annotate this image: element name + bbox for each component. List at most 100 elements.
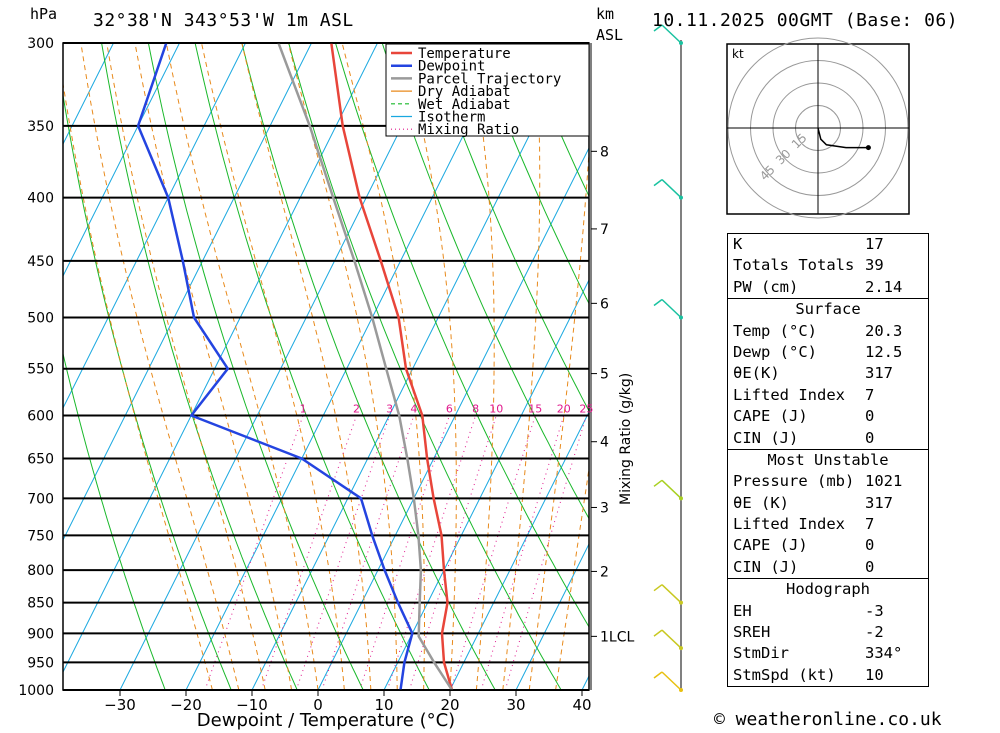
pressure-tick-label: 800: [27, 563, 54, 579]
copyright-link[interactable]: © weatheronline.co.uk: [714, 709, 942, 730]
pressure-tick-label: 750: [27, 528, 54, 544]
wet-adiabat-line: [80, 43, 240, 690]
pressure-tick-label: 900: [27, 626, 54, 642]
legend-item-label: Dewpoint: [418, 59, 485, 75]
wet-adiabat-line: [241, 43, 372, 690]
pressure-tick-label: 300: [27, 36, 54, 52]
dry-adiabat-line: [990, 43, 1000, 690]
mixing-ratio-tick-label: 8: [472, 402, 479, 415]
hodograph-trace: [817, 127, 869, 149]
surface-cape-value: 0: [865, 407, 875, 426]
pw-row: PW (cm) 2.14: [728, 277, 928, 298]
mixing-ratio-labels: 1 2 3 4 6 8 10 15 20 25 Mixing Ratio (g/kg): [300, 373, 634, 505]
mixing-ratio-tick-label: 2: [353, 402, 360, 415]
dry-adiabat-line: [475, 43, 589, 305]
mixing-ratio-line: [295, 415, 391, 690]
wind-barb-flag: [653, 298, 663, 307]
isotherm-line: [63, 43, 246, 410]
mixing-ratio-tick-label: 25: [579, 402, 593, 415]
profile-series: [136, 43, 454, 690]
mixing-ratio-tick-label: 1: [300, 402, 307, 415]
x-tick-label: 40: [572, 696, 591, 714]
mu-pressure-label: Pressure (mb): [733, 472, 855, 491]
dry-adiabat-line: [335, 43, 589, 628]
stmdir-label: StmDir: [733, 644, 789, 663]
km-tick-label: 4: [600, 435, 609, 451]
mu-cape-value: 0: [865, 536, 875, 555]
surface-cin-label: CIN (J): [733, 428, 799, 447]
x-tick-label: 30: [506, 696, 525, 714]
surface-dewp-value: 12.5: [865, 342, 903, 361]
wet-adiabat-lines: [63, 43, 589, 690]
hodograph-end-point: [865, 145, 871, 151]
wind-barb: [661, 24, 682, 44]
wind-barb: [661, 629, 682, 649]
mixing-ratio-tick-label: 15: [528, 402, 542, 415]
surface-temp-value: 20.3: [865, 321, 903, 340]
x-tick-label: 20: [440, 696, 459, 714]
wind-barb-dot: [679, 315, 683, 320]
wind-barb: [661, 179, 682, 199]
wind-barb-dot: [679, 41, 683, 45]
wind-barb: [661, 584, 682, 604]
legend-item-label: Dry Adiabat: [418, 84, 511, 100]
wet-adiabat-line: [287, 43, 398, 690]
mixing-ratio-tick-label: 20: [557, 402, 571, 415]
wet-adiabat-line: [106, 43, 266, 690]
wet-adiabat-line: [502, 43, 541, 690]
surface-theta-value: 317: [865, 364, 893, 383]
mixing-ratio-lines: [204, 415, 587, 690]
wind-barb-flag: [653, 671, 663, 679]
wet-adiabat-line: [201, 43, 345, 690]
km-tick-label: 6: [600, 296, 609, 312]
x-tick-label: −20: [170, 696, 202, 714]
wind-barb-flag: [653, 629, 663, 637]
stmdir-value: 334°: [865, 644, 903, 663]
pressure-tick-label: 950: [27, 655, 54, 671]
surface-theta-label: θE(K): [733, 364, 780, 383]
mu-cin-label: CIN (J): [733, 557, 799, 576]
wind-barb-dot: [679, 646, 683, 651]
axis-labels: 3003504004505005506006507007508008509009…: [18, 36, 634, 731]
wind-barb-flag: [653, 479, 663, 487]
mu-theta-value: 317: [865, 493, 893, 512]
km-tick-label: 3: [600, 500, 609, 516]
legend-item-label: Mixing Ratio: [418, 122, 519, 138]
isotherm-line: [383, 278, 589, 690]
hodograph-params-title: Hodograph: [786, 580, 870, 599]
plot-frame: [62, 42, 590, 691]
mixing-ratio-line: [480, 415, 565, 690]
km-tick-label: 8: [600, 144, 609, 160]
eh-value: -3: [865, 601, 884, 620]
km-unit: km: [596, 5, 615, 23]
pw-label: PW (cm): [733, 277, 799, 296]
totals-totals-label: Totals Totals: [733, 256, 855, 275]
pressure-tick-label: 350: [27, 119, 54, 135]
mixing-ratio-tick-label: 6: [446, 402, 453, 415]
k-index-row: K 17: [728, 234, 928, 255]
legend-item-label: Temperature: [418, 46, 511, 62]
isotherm-line: [317, 146, 589, 690]
x-tick-label: 0: [313, 696, 323, 714]
legend-item-label: Parcel Trajectory: [418, 71, 561, 87]
mixing-ratio-line: [386, 415, 477, 690]
x-tick-label: 10: [374, 696, 393, 714]
eh-label: EH: [733, 601, 752, 620]
pw-value: 2.14: [865, 277, 903, 296]
surface-li-value: 7: [865, 385, 875, 404]
km-tick-label: 1LCL: [600, 629, 634, 645]
surface-dewp-label: Dewp (°C): [733, 342, 817, 361]
legend-item-label: Wet Adiabat: [418, 97, 511, 113]
x-axis-label: Dewpoint / Temperature (°C): [197, 710, 455, 731]
dry-adiabat-line: [944, 43, 1000, 690]
surface-temp-label: Temp (°C): [733, 321, 817, 340]
mixing-ratio-tick-label: 4: [410, 402, 417, 415]
pressure-tick-label: 500: [27, 311, 54, 327]
surface-li-label: Lifted Index: [733, 385, 845, 404]
dry-adiabat-line: [428, 43, 589, 412]
parcel-trajectory-line: [277, 43, 454, 690]
wet-adiabat-line: [63, 80, 213, 690]
wind-barb-dot: [679, 600, 683, 605]
